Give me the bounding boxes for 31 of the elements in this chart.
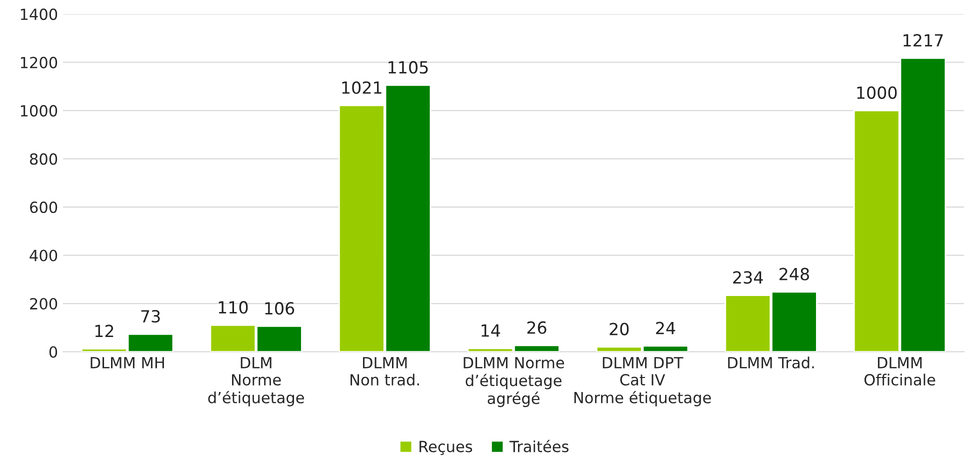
x-tick-label: DLMM MH xyxy=(90,357,164,368)
x-tick-label: DLMM Norme d’étiquetage agrégé xyxy=(464,357,564,408)
y-tick-label: 200 xyxy=(30,298,58,310)
data-label: 12 xyxy=(95,324,114,338)
data-label: 1105 xyxy=(388,61,428,74)
y-tick-label: 0 xyxy=(49,346,58,358)
x-tick-label: DLM Norme d’étiquetage xyxy=(208,357,304,406)
y-tick-label: 400 xyxy=(30,250,58,262)
data-label: 73 xyxy=(141,310,160,323)
data-label: 234 xyxy=(733,271,763,284)
data-label: 1217 xyxy=(904,34,943,46)
y-tick-label: 1000 xyxy=(20,105,58,117)
y-tick-label: 800 xyxy=(30,153,58,165)
x-tick-label: DLMM Officinale xyxy=(864,357,936,386)
data-label: 1000 xyxy=(857,86,897,99)
data-label: 14 xyxy=(482,324,500,337)
data-label: 20 xyxy=(610,322,629,336)
legend-label: Reçues xyxy=(420,440,472,456)
y-tick-label: 600 xyxy=(30,201,58,214)
data-label: 248 xyxy=(780,268,809,280)
legend-label: Traitées xyxy=(509,440,568,452)
data-label: 106 xyxy=(265,302,294,315)
data-label: 1021 xyxy=(342,81,382,94)
data-label: 24 xyxy=(656,322,676,334)
data-label: 110 xyxy=(218,301,248,314)
data-label: 26 xyxy=(527,321,546,334)
y-tick-label: 1200 xyxy=(20,56,58,68)
y-tick-label: 1400 xyxy=(20,8,58,20)
x-tick-label: DLMM Trad. xyxy=(728,356,814,368)
x-tick-label: DLMM DPT Cat IV Norme étiquetage xyxy=(574,357,711,406)
x-tick-label: DLMM Non trad. xyxy=(350,357,419,386)
